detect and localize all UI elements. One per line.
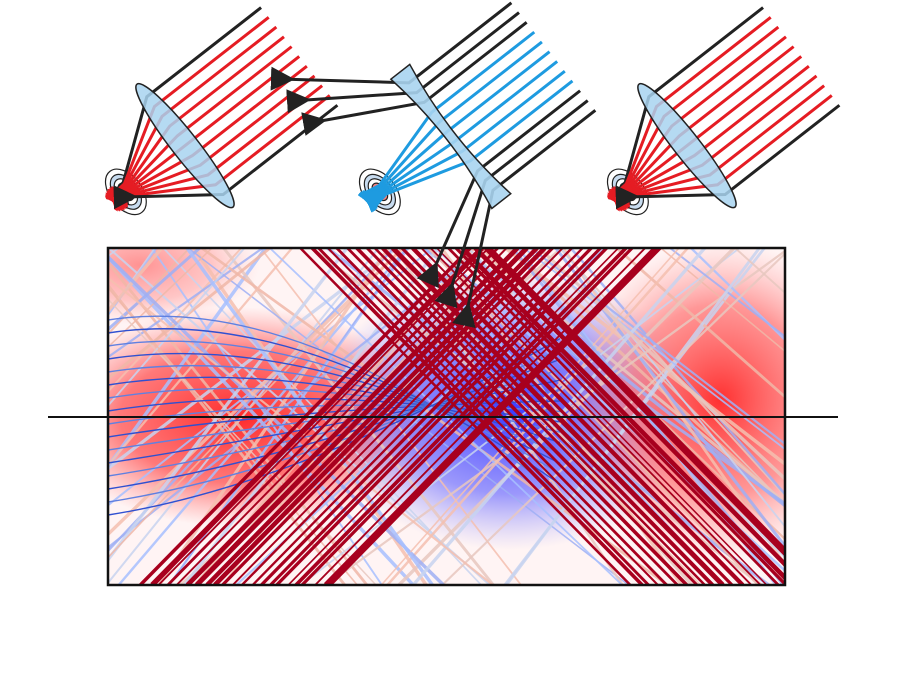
- ray: [108, 248, 213, 349]
- concave-lens: [389, 63, 512, 210]
- convex-lens: [637, 82, 737, 209]
- ray: [108, 248, 164, 314]
- field: [108, 248, 785, 585]
- curved-ray: [108, 397, 561, 423]
- convex-lens: [135, 82, 235, 209]
- ray: [660, 248, 785, 353]
- focusing-unit: [606, 6, 841, 216]
- ray: [108, 248, 243, 394]
- curved-ray: [108, 328, 561, 485]
- optics: [104, 1, 841, 329]
- ray: [108, 248, 264, 359]
- ray: [270, 1, 513, 91]
- ray: [108, 248, 246, 408]
- focusing-unit: [104, 6, 339, 216]
- ray: [690, 248, 785, 342]
- ray: [108, 248, 201, 332]
- curved-ray: [108, 340, 561, 475]
- ray: [669, 248, 785, 338]
- ray: [108, 248, 271, 381]
- curved-ray: [108, 348, 561, 503]
- diverging-unit: [270, 1, 597, 329]
